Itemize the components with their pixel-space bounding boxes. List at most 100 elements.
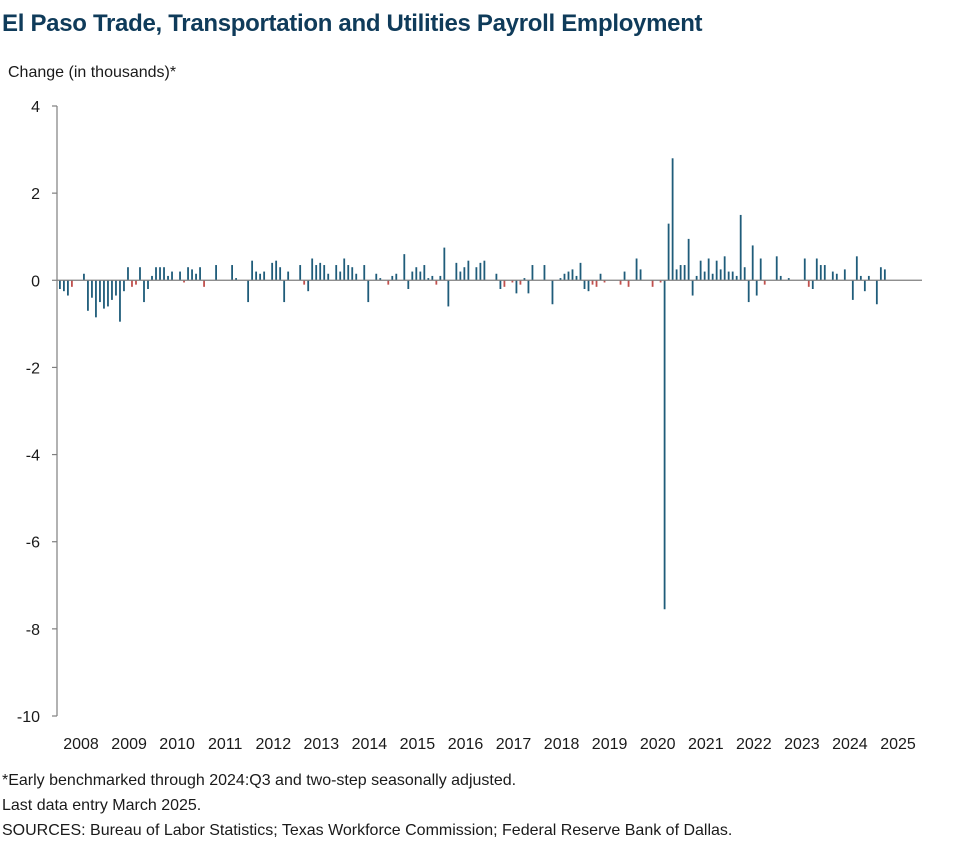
bar [327, 273, 330, 281]
bar [519, 280, 522, 285]
bar [579, 262, 582, 281]
bar [439, 275, 442, 281]
x-tick-label: 2020 [640, 736, 676, 753]
bar [379, 278, 382, 281]
bar [503, 280, 506, 287]
bar [215, 265, 217, 281]
bar [199, 267, 201, 281]
bar [183, 280, 185, 283]
bar [103, 280, 105, 309]
bar [203, 280, 205, 287]
bar [531, 265, 534, 281]
bar [247, 280, 250, 303]
bar [567, 271, 570, 281]
bar [807, 280, 810, 287]
chart-plot: 420-2-4-6-8-10 2008 2009 2010 2011 2012 2013 2… [17, 99, 922, 753]
footnote-last-entry: Last data entry March 2025. [2, 797, 202, 814]
bar [779, 275, 782, 281]
bar [255, 271, 258, 281]
bar [863, 280, 866, 292]
bar [683, 265, 686, 281]
bar [743, 267, 746, 281]
footnote-adjustment: *Early benchmarked through 2024:Q3 and t… [2, 772, 517, 789]
bar [363, 265, 366, 281]
bar [311, 258, 314, 281]
bar [343, 258, 346, 281]
bar [395, 273, 398, 281]
y-tick-label: 4 [31, 99, 40, 116]
bar [551, 280, 554, 305]
y-tick-label: 0 [31, 273, 40, 290]
bar [823, 265, 826, 281]
bar [787, 278, 790, 281]
bar [151, 275, 153, 281]
bar [483, 260, 486, 281]
bar [171, 271, 173, 281]
footnote-sources: SOURCES: Bureau of Labor Statistics; Tex… [2, 822, 733, 839]
bar [719, 269, 722, 281]
bar [603, 280, 606, 283]
x-tick-label: 2008 [63, 736, 99, 753]
bar [595, 280, 598, 287]
bar [659, 280, 662, 283]
bar [479, 262, 482, 281]
x-tick-label: 2019 [592, 736, 628, 753]
bar [447, 280, 450, 307]
bar [335, 265, 338, 281]
bar [619, 280, 622, 285]
bar [251, 260, 254, 281]
bar [711, 273, 714, 281]
bar [431, 275, 434, 281]
bar [323, 265, 326, 281]
bar [591, 280, 594, 285]
bar [167, 275, 169, 281]
bar [135, 280, 137, 285]
bar [411, 271, 414, 281]
bar [67, 280, 69, 296]
bar [851, 280, 854, 300]
bar [623, 271, 626, 281]
bar [91, 280, 93, 298]
bar [131, 280, 133, 287]
bar [427, 278, 430, 281]
bar [707, 258, 710, 281]
bar [855, 256, 858, 281]
bar [459, 271, 462, 281]
bar [163, 267, 165, 281]
bar [435, 280, 438, 285]
bar [99, 280, 101, 303]
bar [147, 280, 149, 289]
bar [859, 275, 862, 281]
bar [467, 260, 470, 281]
y-tick-label: -8 [26, 622, 40, 639]
bar [347, 265, 350, 281]
bar [815, 258, 818, 281]
bar [679, 265, 682, 281]
bar [139, 267, 141, 281]
bar [111, 280, 113, 300]
x-tick-label: 2011 [208, 736, 243, 753]
bar [875, 280, 878, 305]
bar [159, 267, 161, 281]
y-tick-label: 2 [31, 186, 40, 203]
bar [375, 273, 378, 281]
x-tick-label: 2018 [544, 736, 580, 753]
x-tick-label: 2014 [352, 736, 388, 753]
bar [187, 267, 189, 281]
y-tick-label: -2 [26, 360, 40, 377]
bar [731, 271, 734, 281]
bar [663, 280, 666, 610]
bar [443, 247, 446, 281]
bar [367, 280, 370, 303]
bar [463, 267, 466, 281]
bar [751, 245, 754, 281]
bar [263, 271, 266, 281]
x-tick-label: 2025 [880, 736, 916, 753]
bar [715, 260, 718, 281]
bar [747, 280, 750, 303]
bar [499, 280, 502, 289]
bar [195, 273, 197, 281]
bar [627, 280, 630, 287]
bar [735, 275, 738, 281]
bar [119, 280, 121, 322]
